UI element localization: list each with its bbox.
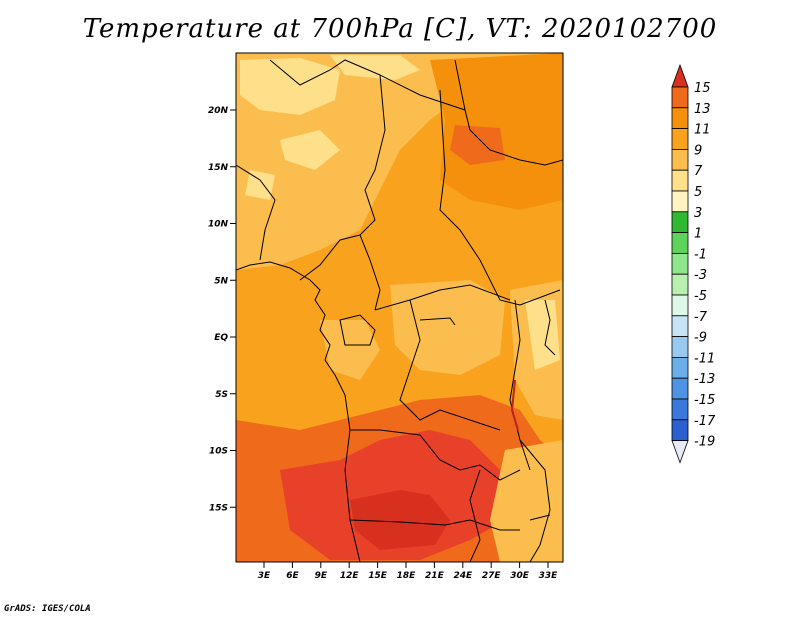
colorbar-segment [671,419,689,441]
border-nigeria-cameroon [299,234,361,281]
colorbar-label: -7 [694,310,708,325]
lat-tick-label: EQ [214,333,228,343]
border-mozambique [519,439,551,562]
colorbar-top-arrow [671,63,689,88]
lon-tick-label: 27E [482,571,502,581]
colorbar-segment [671,336,689,358]
border-chad-sudan [439,89,561,306]
country-borders [236,59,563,562]
colorbar-label: 13 [694,102,711,117]
map-title: Temperature at 700hPa [C], VT: 202010270… [82,14,718,44]
lon-tick-label: 12E [340,571,360,581]
border-west-africa [236,164,276,261]
river-congo-1 [419,317,456,326]
colorbar-segment [671,169,689,192]
lat-tick-label: 5S [215,390,228,400]
temperature-zone-patch-north [330,55,420,80]
colorbar-label: -3 [694,268,707,283]
lon-tick-label: 9E [315,571,328,581]
lat-tick-label: 5N [214,276,228,286]
latitude-axis: 20N 15N 10N 5N EQ 5S 10S 15S [208,106,236,513]
colorbar-segment [671,377,689,400]
temperature-zone-patch-kenya [525,300,560,370]
longitude-axis: 3E 6E 9E 12E 15E 18E 21E 24E 27E 30E 33E [258,562,558,581]
temperature-zone-gabon-cool [320,320,380,380]
colorbar-label: 15 [694,81,711,96]
map-frame [235,52,564,563]
border-angola-zambia [350,429,521,481]
lon-tick-label: 18E [397,571,417,581]
colorbar-segment [671,398,689,421]
colorbar-segment [671,273,689,296]
lat-tick-label: 15S [209,503,228,513]
lon-tick-label: 21E [425,571,445,581]
temperature-zone-patch-nw [240,58,340,115]
lon-tick-label: 3E [258,571,271,581]
lat-tick-label: 10S [209,447,228,457]
colorbar-segment [671,107,689,130]
lake-kariba [529,514,551,521]
colorbar-label: 7 [694,164,703,179]
colorbar-segment [671,252,689,275]
colorbar-label: 5 [694,185,702,200]
temperature-zone-south-hottest [350,490,450,550]
lat-tick-label: 15N [208,163,229,173]
colorbar-segment [671,148,689,171]
border-sudan-north [454,59,563,166]
border-zimbabwe [469,469,481,562]
colorbar-segment [671,232,689,254]
colorbar-label: 1 [694,227,702,242]
colorbar-label: -9 [694,331,707,346]
lake-victoria [544,299,556,356]
colorbar-segment [671,294,689,317]
temperature-field [236,53,563,562]
temperature-zone-patch-sahel [280,130,340,170]
colorbar-label: 9 [694,143,702,158]
colorbar-segment [671,190,689,213]
temperature-zone-patch-west [245,170,275,200]
colorbar: 15 13 11 9 7 5 3 1 -1 -3 -5 -7 -9 -11 -13 -15 -17 -19 [671,63,716,464]
lon-tick-label: 33E [539,571,559,581]
lon-tick-label: 15E [368,571,388,581]
colorbar-label: 11 [694,123,711,138]
lat-tick-label: 10N [208,220,229,230]
colorbar-segment [671,86,689,109]
lat-tick-label: 20N [208,106,229,116]
border-gabon [339,314,376,346]
temperature-zone-congo-cool [390,280,505,375]
colorbar-segment [671,315,689,337]
colorbar-segment [671,356,689,379]
colorbar-label: -13 [694,372,715,387]
colorbar-label: -5 [694,289,707,304]
colorbar-segment [671,211,689,234]
lon-tick-label: 6E [286,571,299,581]
border-chad-west [359,74,386,311]
border-sahara-north [269,59,466,111]
colorbar-label: -19 [694,435,715,450]
coastline-west [236,261,361,562]
border-namibia-botswana [349,519,520,531]
colorbar-segment [671,128,689,150]
lon-tick-label: 24E [453,571,473,581]
colorbar-label: -1 [694,247,707,262]
temperature-zone-patch-sudan [450,125,505,165]
lon-tick-label: 30E [510,571,530,581]
grads-credit: GrADS: IGES/COLA [4,604,91,614]
colorbar-label: -15 [694,393,715,408]
colorbar-label: 3 [694,206,702,221]
colorbar-bottom-arrow [671,440,689,464]
border-car-drc [374,284,511,311]
border-east-lakes [509,299,531,471]
lake-tanganyika [510,379,519,431]
colorbar-label: -11 [694,351,715,366]
border-drc-inner [399,299,501,431]
colorbar-label: -17 [694,414,716,429]
